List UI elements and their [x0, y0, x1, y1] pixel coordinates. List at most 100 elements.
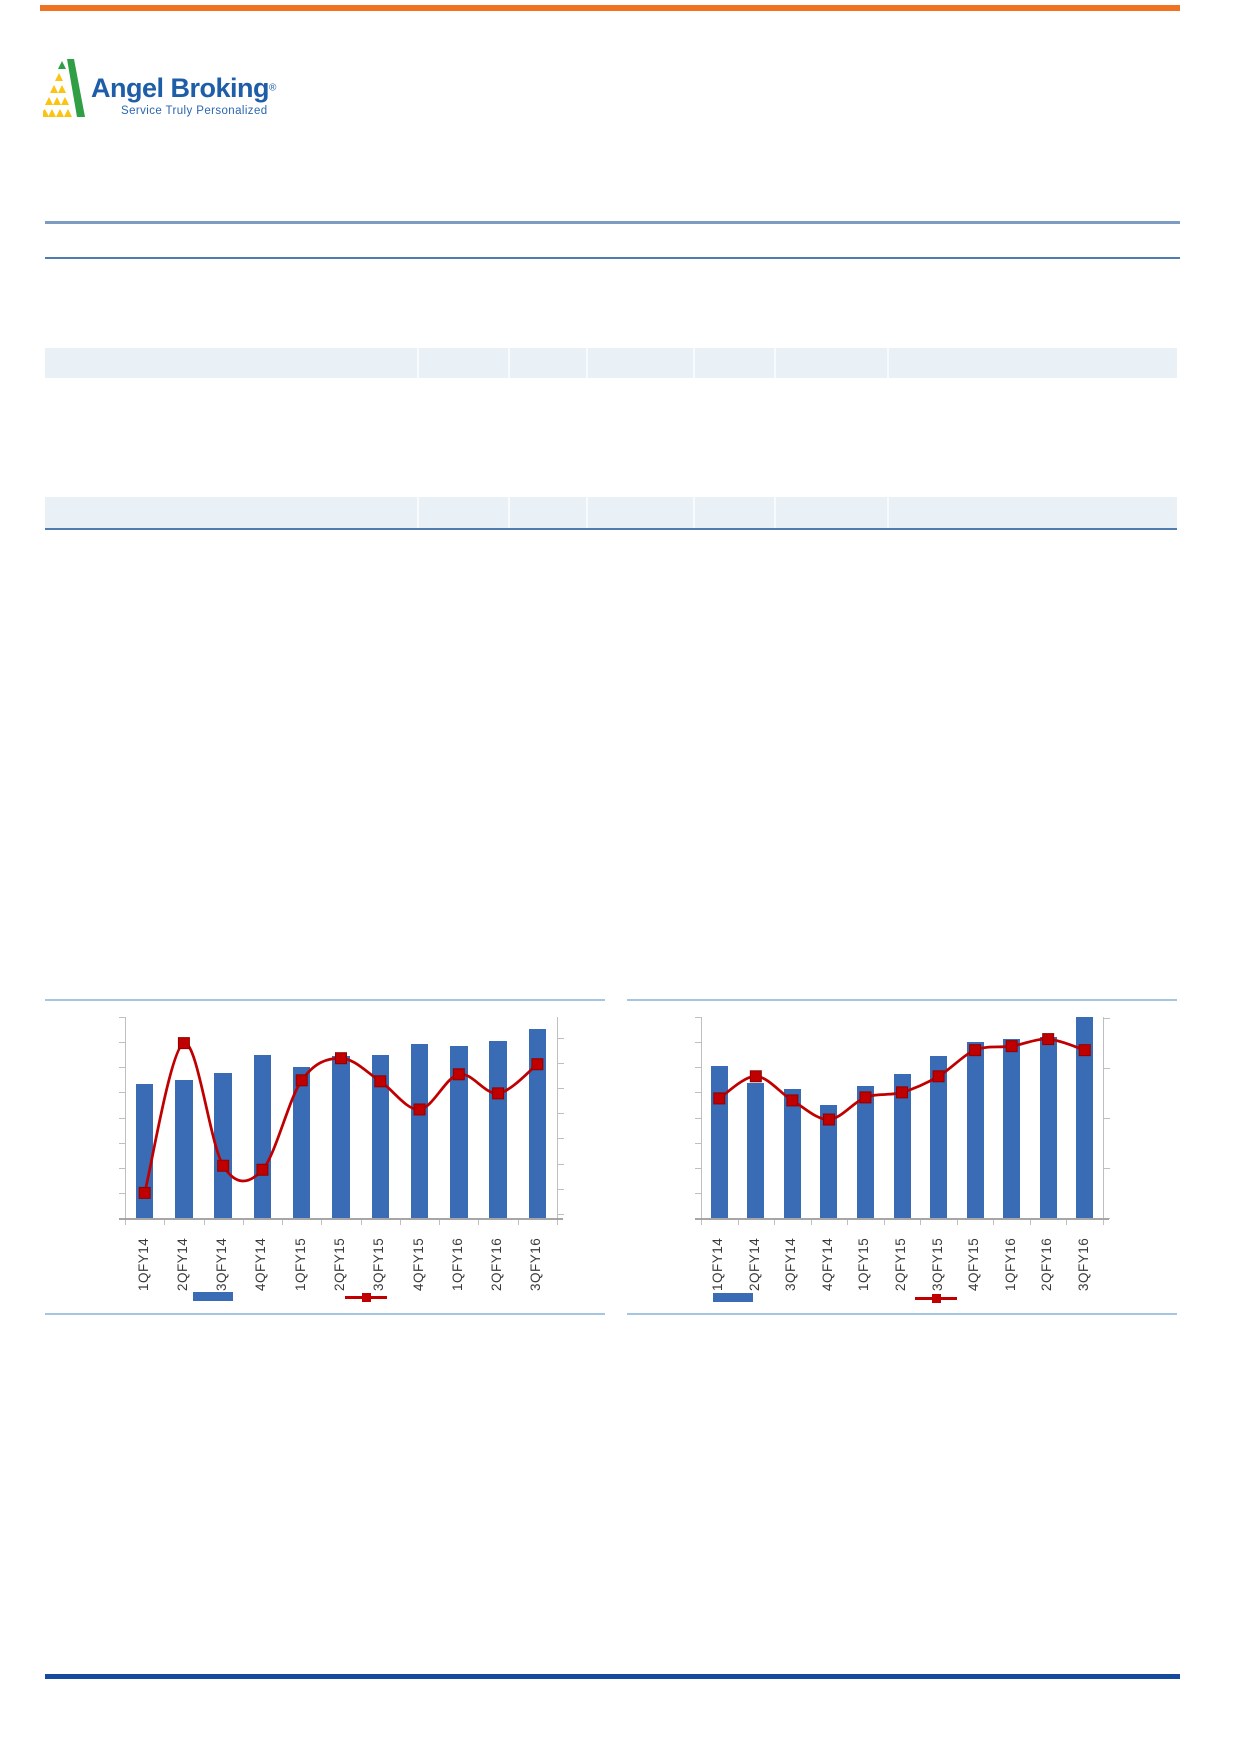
brand-name: Angel Broking	[91, 73, 270, 103]
left-chart-secondary-tick	[558, 1038, 564, 1039]
right-chart-line-marker	[749, 1070, 762, 1083]
right-chart-x-label: 1QFY16	[1002, 1237, 1018, 1291]
right-chart-line-series	[713, 1033, 1091, 1126]
right-chart-y-tick	[695, 1192, 701, 1194]
column-seam	[417, 497, 419, 528]
left-chart-secondary-tick	[558, 1063, 564, 1065]
right-chart-line-marker	[713, 1092, 726, 1105]
left-chart-y-tick	[119, 1167, 125, 1169]
left-chart-x-tick	[282, 1220, 284, 1225]
top-accent-bar	[40, 5, 1180, 11]
column-seam	[774, 497, 776, 528]
right-chart-x-label: 3QFY15	[929, 1237, 945, 1291]
right-chart-bar	[1076, 1017, 1094, 1218]
left-chart-x-tick	[203, 1220, 205, 1225]
left-chart-x-tick	[164, 1220, 166, 1225]
left-chart-y-tick	[119, 1092, 125, 1094]
right-chart-x-tick	[810, 1220, 812, 1225]
right-chart-line-marker	[969, 1044, 982, 1057]
header-rule-top	[45, 221, 1180, 224]
left-chart-bar	[292, 1067, 311, 1218]
right-chart-x-label: 4QFY14	[819, 1237, 835, 1291]
left-chart-legend-bar-swatch	[193, 1292, 233, 1301]
left-chart-x-tick	[439, 1220, 441, 1225]
column-seam	[693, 497, 695, 528]
left-chart-secondary-tick	[558, 1138, 564, 1140]
left-chart-line-marker	[256, 1163, 269, 1176]
angel-broking-logo-icon	[43, 59, 85, 117]
right-chart-x-tick	[1066, 1220, 1068, 1225]
right-chart-x-tick	[1103, 1220, 1104, 1225]
right-chart-y-axis	[701, 1017, 702, 1218]
right-chart-x-tick	[883, 1220, 885, 1225]
left-chart-bar	[214, 1073, 232, 1218]
left-chart-x-tick	[242, 1220, 244, 1225]
left-chart-x-label: 2QFY14	[174, 1237, 190, 1291]
right-chart-x-tick	[1029, 1220, 1031, 1225]
right-chart-x-tick	[920, 1220, 922, 1225]
left-chart-line-marker	[217, 1159, 230, 1172]
left-chart-x-tick	[517, 1220, 519, 1225]
left-chart-top-rule	[45, 999, 605, 1001]
right-chart-x-label: 4QFY15	[966, 1237, 982, 1291]
right-chart-bar	[1039, 1037, 1057, 1218]
left-chart-x-label: 2QFY15	[332, 1237, 347, 1291]
right-chart-line-marker	[896, 1086, 908, 1099]
left-chart-x-label: 3QFY16	[528, 1237, 544, 1291]
table-header-band-1	[45, 348, 1177, 378]
right-chart-x-label: 2QFY15	[893, 1237, 908, 1291]
left-chart-x-axis	[119, 1218, 563, 1220]
table-header-band-2	[45, 497, 1177, 530]
column-seam	[887, 497, 889, 528]
left-chart-y-tick	[119, 1142, 125, 1144]
right-chart-line-marker	[1078, 1044, 1091, 1057]
left-chart-x-label: 4QFY15	[410, 1237, 426, 1291]
left-chart-legend-line-marker	[362, 1293, 371, 1302]
column-seam	[774, 348, 776, 378]
right-chart-x-label: 3QFY14	[783, 1237, 799, 1291]
left-chart-bar	[450, 1046, 468, 1218]
left-chart-x-label: 3QFY15	[371, 1237, 387, 1291]
column-seam	[693, 348, 695, 378]
right-chart-secondary-tick	[1104, 1018, 1110, 1019]
right-chart-y-tick	[695, 1092, 701, 1094]
column-seam	[887, 348, 889, 378]
right-chart-bar	[783, 1089, 801, 1218]
right-chart-secondary-tick	[1104, 1068, 1110, 1069]
right-chart-secondary-tick	[1104, 1168, 1110, 1169]
right-chart-x-tick	[774, 1220, 776, 1225]
right-chart-x-tick	[701, 1220, 702, 1225]
left-chart-bar	[528, 1029, 547, 1218]
right-chart-x-tick	[847, 1220, 849, 1225]
right-chart-line-marker	[822, 1113, 835, 1126]
left-chart-line-marker	[138, 1186, 151, 1199]
left-chart-bar	[332, 1056, 350, 1218]
left-chart-y-axis	[125, 1017, 126, 1218]
right-chart-legend-bar-swatch	[713, 1293, 753, 1302]
right-chart-line-marker	[786, 1094, 799, 1107]
right-chart-line-marker	[932, 1070, 945, 1083]
left-chart-bar	[135, 1084, 154, 1218]
left-chart-bar	[410, 1044, 429, 1218]
right-chart-y-tick	[695, 1167, 701, 1169]
left-chart-x-tick	[478, 1220, 480, 1225]
right-chart-x-axis	[695, 1218, 1109, 1220]
left-chart-bar	[175, 1080, 193, 1218]
left-chart-x-tick	[399, 1220, 401, 1225]
column-seam	[586, 348, 588, 378]
right-chart-y-tick	[695, 1067, 701, 1069]
left-chart-x-label: 1QFY14	[135, 1237, 151, 1291]
right-chart-y-tick	[695, 1117, 701, 1119]
left-chart-bar	[371, 1055, 390, 1218]
left-chart-bar	[489, 1041, 507, 1218]
right-chart-x-tick	[993, 1220, 995, 1225]
right-chart-bar	[893, 1074, 911, 1218]
left-chart-y-tick	[119, 1042, 125, 1044]
left-chart-x-tick	[321, 1220, 323, 1225]
right-chart-x-label: 1QFY15	[856, 1237, 872, 1291]
right-chart-x-label: 3QFY16	[1075, 1237, 1091, 1291]
brand-tagline: Service Truly Personalized	[121, 105, 268, 117]
brand-line: Angel Broking®	[91, 73, 276, 104]
left-chart-secondary-tick	[558, 1113, 564, 1115]
right-chart-x-tick	[737, 1220, 739, 1225]
